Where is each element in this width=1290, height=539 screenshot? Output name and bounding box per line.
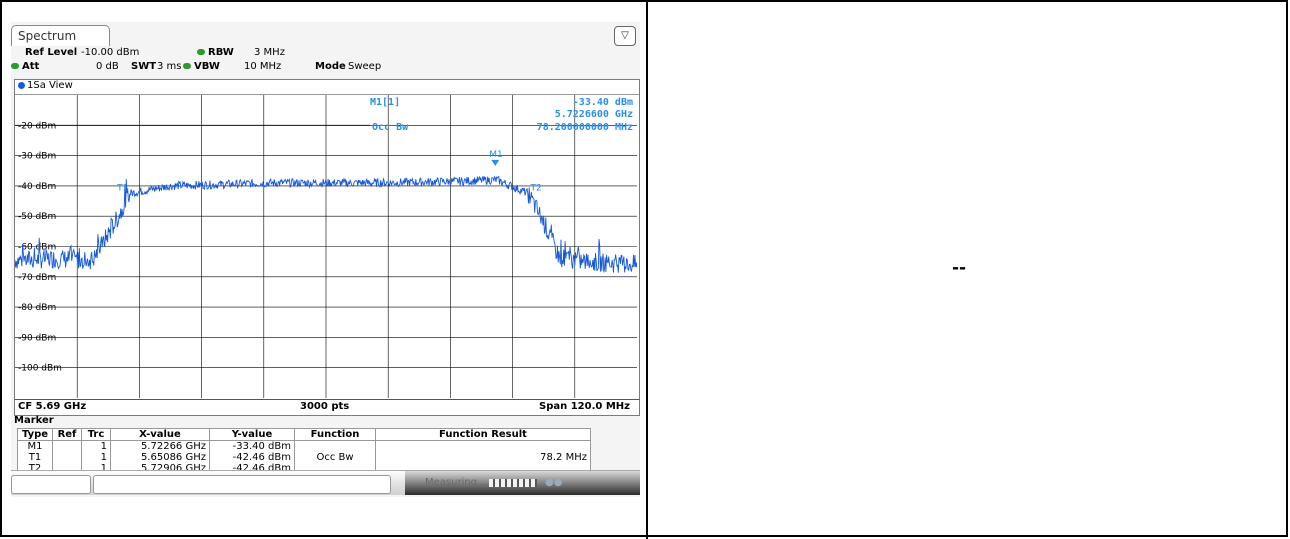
center-frequency: CF 5.69 GHz bbox=[18, 401, 87, 412]
ref-level-value: -10.00 dBm bbox=[81, 47, 140, 58]
table-cell: T1 bbox=[17, 452, 53, 463]
att-setting: Att bbox=[11, 61, 39, 72]
marker-table-body: M1 1 5.72266 GHz -33.40 dBm T1 1 5.65086 GHz -4… bbox=[17, 440, 591, 475]
table-cell: -33.40 dBm bbox=[209, 440, 295, 452]
column-header: Ref bbox=[52, 428, 82, 441]
ref-level-label: Ref Level bbox=[25, 47, 78, 58]
right-panel-value: -- bbox=[952, 258, 967, 278]
marker-label: M1 bbox=[489, 150, 503, 160]
column-header: Y-value bbox=[209, 428, 295, 441]
table-cell bbox=[52, 452, 82, 463]
table-cell: 5.65086 GHz bbox=[110, 452, 210, 463]
led-indicator-icon: ●● bbox=[545, 477, 563, 488]
spectrum-chart: -20 dBm -30 dBm -40 dBm -50 dBm -60 dBm -70 d… bbox=[15, 95, 637, 398]
att-value: 0 dB bbox=[96, 61, 119, 72]
view-label: 1Sa View bbox=[27, 80, 73, 91]
table-cell: 1 bbox=[81, 452, 111, 463]
spectrum-analyzer-screen: Spectrum ▽ Ref Level -10.00 dBm Att 0 dB… bbox=[11, 22, 640, 497]
y-tick-label: -30 dBm bbox=[18, 152, 56, 162]
y-tick-label: -90 dBm bbox=[18, 333, 56, 343]
marker-label: T2 bbox=[529, 183, 541, 193]
marker-table: Type Ref Trc X-value Y-value Function Function… bbox=[17, 428, 591, 475]
tab-spectrum[interactable]: Spectrum bbox=[11, 25, 110, 46]
column-header: X-value bbox=[110, 428, 210, 441]
marker-readout-frequency: 5.7226600 GHz bbox=[555, 109, 633, 120]
table-cell: M1 bbox=[17, 440, 53, 452]
swt-value: 3 ms bbox=[157, 61, 182, 72]
spectrum-plot[interactable]: 1Sa View -20 dBm -30 dBm -40 dBm -50 dBm -60… bbox=[14, 79, 640, 401]
vbw-label: VBW bbox=[194, 61, 220, 72]
trace-indicator-icon bbox=[18, 81, 25, 89]
table-cell bbox=[52, 440, 82, 452]
progress-meter-icon bbox=[489, 479, 537, 487]
column-header: Trc bbox=[81, 428, 111, 441]
marker-triangle bbox=[491, 159, 500, 166]
table-cell: 1 bbox=[81, 440, 111, 452]
display-settings-icon[interactable]: ▽ bbox=[614, 26, 636, 46]
y-tick-label: -70 dBm bbox=[18, 273, 56, 283]
rbw-value: 3 MHz bbox=[254, 47, 285, 58]
vbw-setting: VBW bbox=[183, 61, 220, 72]
table-row: T2 1 5.72906 GHz -42.46 dBm bbox=[17, 463, 591, 475]
table-cell bbox=[375, 440, 591, 452]
marker-table-header: Type Ref Trc X-value Y-value Function Function… bbox=[17, 428, 591, 441]
att-label: Att bbox=[22, 61, 40, 72]
vbw-value: 10 MHz bbox=[244, 61, 282, 72]
status-field-2 bbox=[93, 475, 391, 494]
table-row: T1 1 5.65086 GHz -42.46 dBm Occ Bw 78.2 MHz bbox=[17, 452, 591, 463]
y-tick-label: -80 dBm bbox=[18, 303, 56, 313]
rbw-label: RBW bbox=[208, 47, 234, 58]
y-tick-label: -50 dBm bbox=[18, 212, 56, 222]
spectrum-trace bbox=[15, 175, 637, 273]
status-field-1 bbox=[11, 475, 91, 494]
column-header: Type bbox=[17, 428, 53, 441]
sweep-points: 3000 pts bbox=[300, 401, 350, 412]
coupled-indicator-icon bbox=[197, 49, 205, 55]
occ-bw-value: 78.200000000 MHz bbox=[537, 122, 633, 133]
coupled-indicator-icon bbox=[183, 63, 191, 69]
status-bar: Measuring... ●● bbox=[11, 470, 640, 495]
table-cell: 5.72266 GHz bbox=[110, 440, 210, 452]
span-value: Span 120.0 MHz bbox=[539, 401, 630, 412]
marker-readout-name: M1[1] bbox=[370, 97, 400, 108]
mode-value: Sweep bbox=[348, 61, 382, 72]
measuring-status: Measuring... bbox=[425, 477, 487, 488]
column-header: Function Result bbox=[375, 428, 591, 441]
table-row: M1 1 5.72266 GHz -33.40 dBm bbox=[17, 440, 591, 452]
mode-label: Mode bbox=[315, 61, 346, 72]
occ-bw-label: Occ Bw bbox=[372, 122, 409, 133]
y-tick-label: -60 dBm bbox=[18, 243, 56, 253]
table-cell: Occ Bw bbox=[294, 452, 376, 463]
column-divider bbox=[646, 0, 648, 539]
column-header: Function bbox=[294, 428, 376, 441]
y-tick-label: -20 dBm bbox=[18, 121, 56, 131]
marker-table-title: Marker bbox=[14, 415, 54, 426]
rbw-setting: RBW bbox=[197, 47, 234, 58]
plot-footer: CF 5.69 GHz 3000 pts Span 120.0 MHz bbox=[14, 399, 640, 416]
view-header: 1Sa View bbox=[15, 80, 639, 95]
swt-label: SWT bbox=[131, 61, 157, 72]
marker-label: T1 bbox=[116, 183, 128, 193]
table-cell bbox=[294, 440, 376, 452]
table-cell: 78.2 MHz bbox=[375, 452, 591, 463]
marker-readout-level: -33.40 dBm bbox=[573, 97, 633, 108]
y-tick-label: -100 dBm bbox=[18, 364, 62, 374]
coupled-indicator-icon bbox=[11, 63, 19, 69]
table-cell: -42.46 dBm bbox=[209, 452, 295, 463]
settings-panel: Ref Level -10.00 dBm Att 0 dB SWT 3 ms R… bbox=[11, 46, 640, 78]
y-tick-label: -40 dBm bbox=[18, 182, 56, 192]
